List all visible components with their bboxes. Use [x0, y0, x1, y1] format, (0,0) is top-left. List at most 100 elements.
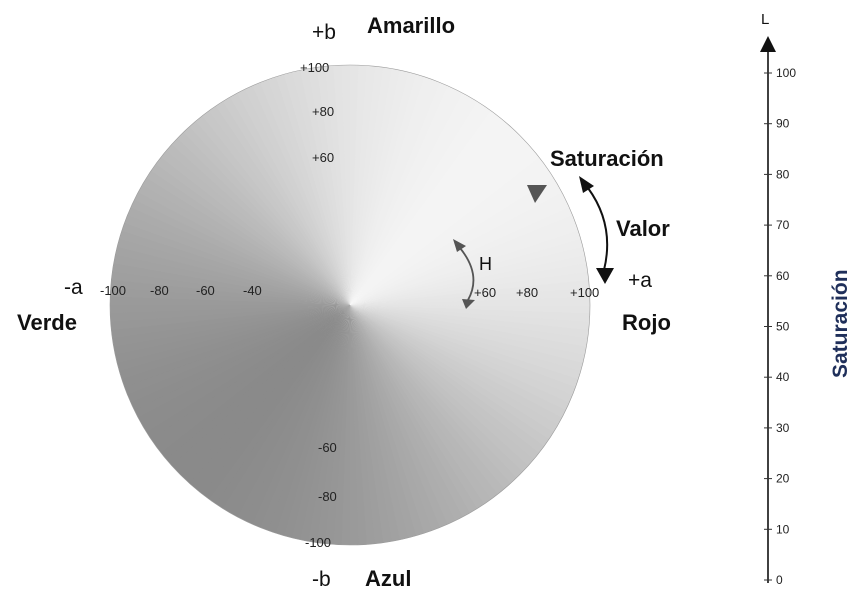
disc-wedge — [350, 182, 585, 305]
disc-wedge — [195, 305, 350, 521]
disc-wedge — [128, 305, 350, 451]
tick-a-minus-40: -40 — [243, 283, 262, 298]
lightness-tick-label: 90 — [776, 117, 790, 131]
axis-a-plus: +a — [628, 269, 652, 292]
color-label-bottom: Azul — [365, 566, 411, 591]
disc-wedge — [204, 83, 350, 305]
tick-b-minus-60: -60 — [318, 440, 337, 455]
color-label-top: Amarillo — [367, 13, 455, 38]
hue-label: H — [479, 254, 492, 274]
hue-arrow-up-icon — [453, 239, 466, 252]
disc-wedge — [350, 224, 590, 305]
disc-wedge — [350, 305, 584, 429]
disc-wedge — [348, 305, 360, 545]
disc-wedge — [174, 305, 350, 505]
disc-wedge — [139, 143, 350, 305]
disc-wedge — [134, 150, 350, 305]
disc-wedge — [189, 93, 350, 305]
disc-wedge — [340, 65, 352, 305]
disc-wedge — [350, 191, 589, 305]
disc-wedge — [176, 104, 350, 305]
lightness-tick-label: 50 — [776, 320, 790, 334]
disc-wedge — [322, 65, 350, 305]
disc-wedge — [350, 295, 590, 307]
disc-wedge — [119, 305, 350, 435]
disc-wedge — [110, 305, 350, 368]
lightness-side-label: Saturación — [829, 269, 852, 378]
disc-wedge — [110, 305, 350, 411]
tick-a-minus-60: -60 — [196, 283, 215, 298]
lightness-arrow-icon — [760, 36, 776, 52]
disc-wedge — [350, 305, 473, 540]
disc-wedge — [218, 305, 350, 535]
disc-wedge — [350, 242, 590, 305]
color-disc — [110, 65, 590, 545]
disc-wedge — [350, 305, 431, 545]
disc-wedge — [123, 305, 350, 443]
disc-wedge — [350, 305, 396, 545]
disc-wedge — [350, 137, 556, 305]
disc-wedge — [181, 305, 350, 510]
tick-a-minus-100: -100 — [100, 283, 126, 298]
value-arrow-up-icon — [579, 176, 594, 193]
disc-wedge — [133, 305, 350, 458]
disc-wedge — [295, 65, 350, 305]
disc-wedge — [350, 152, 567, 305]
disc-wedge — [331, 65, 350, 305]
disc-wedge — [236, 66, 350, 305]
tick-b-plus-80: +80 — [312, 104, 334, 119]
disc-wedge — [350, 305, 531, 500]
disc-wedge — [110, 305, 350, 403]
disc-wedge — [111, 305, 350, 419]
disc-wedge — [350, 305, 464, 544]
disc-wedge — [110, 305, 350, 377]
lightness-tick-label: 10 — [776, 522, 790, 536]
saturation-label: Saturación — [550, 146, 664, 171]
disc-wedge — [350, 305, 448, 545]
disc-wedge — [244, 65, 350, 305]
lightness-tick-label: 70 — [776, 218, 790, 232]
disc-wedge — [149, 305, 350, 479]
disc-wedge — [350, 305, 580, 437]
disc-wedge — [278, 65, 350, 305]
tick-a-minus-80: -80 — [150, 283, 169, 298]
disc-wedge — [350, 105, 526, 305]
disc-wedge — [161, 305, 350, 493]
disc-wedge — [129, 158, 350, 305]
disc-wedge — [350, 175, 581, 305]
disc-wedge — [287, 65, 350, 305]
tick-b-plus-100: +100 — [300, 60, 329, 75]
disc-wedge — [350, 286, 590, 305]
disc-wedge — [226, 305, 350, 539]
disc-wedge — [234, 305, 350, 543]
disc-wedge — [124, 165, 350, 305]
disc-wedge — [138, 305, 350, 466]
disc-wedge — [110, 305, 350, 351]
disc-wedge — [350, 199, 590, 305]
disc-wedge — [144, 305, 350, 473]
disc-wedge — [110, 305, 350, 386]
lightness-tick-label: 30 — [776, 421, 790, 435]
disc-wedge — [112, 189, 350, 305]
disc-wedge — [350, 268, 590, 305]
disc-wedge — [350, 305, 544, 487]
color-label-left: Verde — [17, 310, 77, 335]
disc-wedge — [350, 305, 588, 421]
disc-wedge — [169, 110, 350, 305]
disc-wedge — [350, 159, 572, 305]
tick-b-minus-100: -100 — [305, 535, 331, 550]
disc-wedge — [350, 305, 480, 536]
lightness-axis-label: L — [761, 11, 769, 28]
disc-wedge — [116, 181, 351, 305]
disc-wedge — [145, 136, 350, 305]
hue-arrow-down-icon — [462, 299, 475, 309]
disc-wedge — [350, 89, 505, 306]
disc-wedge — [350, 207, 590, 305]
disc-wedge — [110, 305, 350, 333]
disc-wedge — [350, 305, 524, 506]
disc-wedge — [350, 305, 488, 532]
tick-a-plus-80: +80 — [516, 285, 538, 300]
